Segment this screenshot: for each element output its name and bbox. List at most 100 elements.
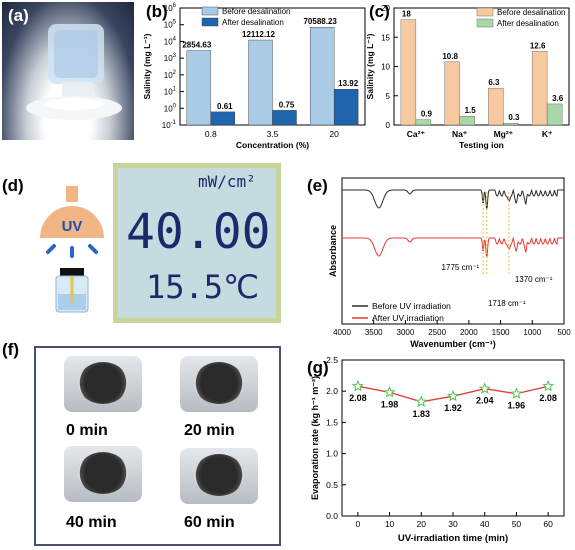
y-tick-exponent: 5 — [173, 20, 177, 26]
time-label-20: 20 min — [184, 422, 235, 439]
data-label: 3.6 — [552, 94, 564, 103]
bar-before — [400, 19, 417, 126]
uv-rays — [46, 244, 98, 258]
y-tick-exponent: 1 — [173, 87, 177, 93]
evaporation-rate-chart: 0.0 0.5 1.0 1.5 2.0 2.5 0 10 20 30 40 50 60 2.08 1.98 1… — [310, 355, 565, 544]
data-point — [542, 379, 555, 392]
data-label: 70588.23 — [303, 17, 337, 26]
ftir-spectrum-chart: 4000 3500 3000 2500 2000 1500 1000 500 1775 cm⁻¹… — [328, 177, 571, 349]
panel-label-f: (f) — [2, 340, 19, 359]
data-label: 1.92 — [444, 403, 462, 413]
y-tick-label: 2.5 — [326, 355, 338, 365]
peak-annotation: 1775 cm⁻¹ — [442, 263, 480, 272]
panel-label-d: (d) — [2, 176, 24, 195]
data-label: 0.61 — [217, 102, 233, 111]
plot-frame — [341, 359, 565, 517]
x-tick-label: 40 — [480, 519, 490, 529]
y-tick-label: 0 — [386, 121, 391, 130]
legend-label: Before UV irradiation — [372, 301, 451, 311]
lcd-intensity: 40.00 — [126, 204, 271, 260]
sample-vial-cap — [60, 268, 84, 276]
uv-label: UV — [62, 218, 83, 235]
lamp-stem — [66, 186, 78, 202]
x-tick-label: 10 — [385, 519, 395, 529]
y-tick-exponent: 3 — [173, 53, 177, 59]
x-tick-label: 4000 — [333, 328, 351, 337]
data-point — [351, 379, 364, 392]
data-label: 1.83 — [413, 409, 431, 419]
y-tick-label: 106 — [164, 3, 177, 13]
photo-40-min — [64, 446, 142, 502]
legend-label: After desalination — [497, 19, 559, 28]
data-label: 13.92 — [338, 79, 359, 88]
legend-label: After desalination — [222, 18, 284, 27]
y-tick-label: 10 — [381, 63, 390, 72]
data-label: 10.8 — [442, 52, 458, 61]
data-point — [415, 395, 428, 407]
x-tick-label: 20 — [417, 519, 427, 529]
x-tick-label: 2000 — [460, 328, 478, 337]
y-tick-label: 10-1 — [162, 120, 177, 130]
legend-swatch — [201, 17, 219, 27]
panel-label-b: (b) — [146, 2, 168, 21]
uv-lamp-schematic: UV — [40, 186, 104, 313]
data-label: 1.5 — [465, 106, 477, 115]
x-tick-label: 1500 — [492, 328, 510, 337]
data-point — [383, 386, 396, 398]
photo-60-min — [180, 448, 258, 504]
x-tick-label: Ca²⁺ — [407, 129, 426, 139]
bar-before — [444, 61, 460, 126]
bar-after — [333, 88, 359, 126]
data-label: 2.04 — [476, 396, 494, 406]
data-label: 0.9 — [421, 110, 433, 119]
salinity-concentration-chart: 10-11001011021031041051062854.630.610.81… — [142, 3, 366, 150]
y-tick-label: 104 — [164, 36, 177, 46]
data-point — [446, 389, 460, 402]
bar-before — [248, 39, 273, 126]
spectrum-before — [342, 188, 564, 210]
bar-after — [459, 116, 475, 126]
data-label: 0.75 — [279, 100, 295, 109]
y-axis-title: Salinity (mg L⁻¹) — [142, 33, 152, 99]
peak-annotation: 1718 cm⁻¹ — [488, 299, 526, 308]
photo-0-min — [64, 356, 142, 412]
bar-after — [210, 111, 236, 126]
y-tick-exponent: 0 — [173, 103, 177, 109]
legend-label: After UV irradiation — [372, 313, 444, 323]
y-tick-exponent: -1 — [171, 120, 177, 126]
data-label: 0.3 — [508, 113, 520, 122]
x-axis-title: Wavenumber (cm⁻¹) — [410, 339, 495, 349]
photo-20-min — [180, 356, 258, 412]
x-tick-label: 50 — [512, 519, 522, 529]
data-label: 12112.12 — [242, 30, 275, 39]
bar-after — [546, 103, 563, 126]
y-tick-label: 0.0 — [326, 511, 338, 521]
peak-annotation: 1370 cm⁻¹ — [515, 275, 553, 284]
x-tick-label: Mg²⁺ — [494, 129, 514, 139]
y-tick-label: 1.0 — [326, 449, 338, 459]
y-tick-label: 2.0 — [326, 386, 338, 396]
data-label: 2.08 — [539, 393, 557, 403]
data-point — [510, 387, 523, 399]
light-meter-display: mW/cm² 40.00 15.5℃ — [113, 163, 281, 323]
x-tick-label: 20 — [329, 129, 339, 139]
bar-before — [488, 87, 504, 126]
x-tick-label: 1000 — [523, 328, 541, 337]
photo-desalination-device: (a) — [2, 2, 134, 140]
panel-label-a: (a) — [8, 6, 29, 25]
legend-swatch — [201, 6, 219, 16]
data-label: 12.6 — [530, 41, 546, 50]
data-label: 2.08 — [349, 393, 367, 403]
x-tick-label: 3500 — [365, 328, 383, 337]
x-tick-label: 500 — [557, 328, 571, 337]
data-point — [478, 382, 491, 394]
y-tick-exponent: 6 — [173, 3, 177, 9]
y-axis-title: Evaporation rate (kg h⁻¹ m⁻²) — [310, 376, 320, 500]
panel-label-c: (c) — [369, 2, 390, 21]
x-tick-label: K⁺ — [542, 129, 553, 139]
y-tick-exponent: 2 — [173, 70, 177, 76]
x-tick-label: 0 — [355, 519, 360, 529]
device-illustration — [26, 24, 122, 120]
x-axis-title: Testing ion — [459, 140, 504, 150]
lamp-shade — [40, 206, 104, 238]
